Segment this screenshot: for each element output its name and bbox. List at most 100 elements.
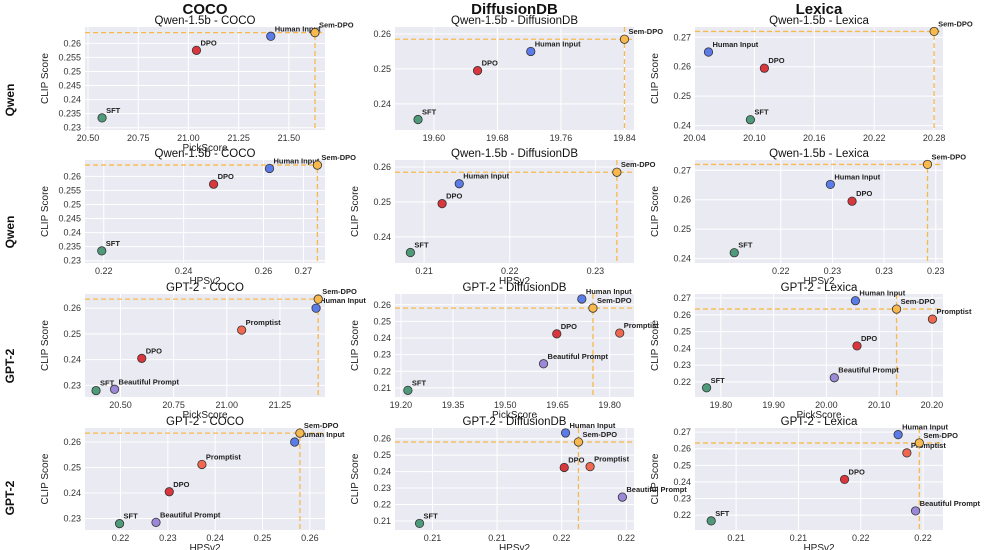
point-label-sft: SFT (715, 509, 730, 518)
panel-1: 20.50 20.75 21.00 21.25 21.50 0.23 0.235 0.24 0.… (40, 15, 354, 154)
point-sem-dpo (313, 294, 323, 304)
x-tick-label: 20.22 (863, 133, 886, 143)
point-label-beautiful-prompt: Beautiful Prompt (920, 499, 981, 508)
y-tick-label: 0.24 (63, 355, 81, 365)
column-header-coco: COCO (183, 1, 228, 18)
y-tick-label: 0.26 (63, 303, 81, 313)
x-tick-label: 0.22 (852, 533, 870, 543)
y-axis-label: CLIP Score (350, 453, 361, 504)
point-sft (97, 113, 107, 123)
point-sem-dpo (922, 159, 933, 170)
point-sem-dpo (573, 437, 584, 447)
y-tick-label: 0.24 (373, 467, 391, 477)
point-human-input (560, 428, 571, 438)
x-tick-label: 0.23 (159, 533, 177, 543)
x-tick-label: 21.00 (216, 400, 239, 410)
point-label-sft: SFT (412, 378, 427, 387)
y-tick-label: 0.24 (373, 99, 391, 109)
x-tick-label: 0.24 (175, 266, 193, 276)
row-label-qwen: Qwen (3, 216, 17, 249)
x-tick-label: 20.20 (921, 400, 944, 410)
x-tick-label: 21.00 (177, 133, 200, 143)
y-tick-label: 0.21 (373, 516, 391, 526)
x-tick-label: 19.50 (494, 400, 517, 410)
point-dpo (839, 474, 850, 485)
panel-9: 19.80 19.90 20.00 20.10 20.20 0.22 0.23 0.24 0.2… (650, 282, 972, 421)
point-dpo (759, 63, 769, 73)
plot-area (695, 27, 943, 130)
y-tick-label: 0.26 (673, 195, 691, 205)
x-tick-label: 0.22 (501, 266, 519, 276)
point-beautiful-prompt (538, 359, 549, 369)
y-tick-label: 0.24 (673, 121, 691, 131)
chart-title: GPT-2 - COCO (166, 282, 244, 294)
plot-area (85, 27, 325, 130)
x-tick-label: 20.10 (868, 400, 891, 410)
x-tick-label: 19.60 (423, 133, 446, 143)
y-tick-label: 0.25 (63, 463, 81, 473)
x-tick-label: 20.75 (162, 400, 185, 410)
point-label-dpo: DPO (200, 38, 216, 47)
point-sft (403, 385, 413, 395)
plot-area (395, 294, 634, 397)
x-tick-label: 0.27 (295, 266, 313, 276)
point-label-human-input: Human Input (320, 296, 366, 305)
row-label-qwen: Qwen (3, 84, 17, 117)
point-label-dpo: DPO (568, 455, 584, 464)
chart-title: Qwen-1.5b - COCO (155, 15, 256, 27)
point-label-beautiful-prompt: Beautiful Prompt (838, 366, 899, 375)
x-tick-label: 20.28 (923, 133, 946, 143)
point-label-sft: SFT (422, 108, 437, 117)
y-axis-label: CLIP Score (350, 186, 361, 237)
panel-3: 20.04 20.10 20.16 20.22 20.28 0.24 0.25 0.26 0.2… (650, 15, 973, 143)
y-tick-label: 0.22 (673, 510, 691, 520)
y-tick-label: 0.24 (373, 333, 391, 343)
point-sft (729, 248, 739, 258)
y-tick-label: 0.255 (58, 52, 81, 62)
y-tick-label: 0.24 (373, 232, 391, 242)
x-axis-label: HPSv2 (189, 543, 221, 550)
point-sem-dpo (929, 26, 939, 37)
x-axis-label: HPSv2 (189, 276, 221, 287)
point-label-sft: SFT (754, 108, 769, 117)
point-label-promptist: Promptist (206, 452, 242, 461)
x-tick-label: 0.21 (790, 533, 808, 543)
point-promptist (615, 328, 625, 338)
x-tick-label: 0.21 (424, 533, 442, 543)
y-tick-label: 0.26 (673, 310, 691, 320)
point-sem-dpo (891, 304, 902, 314)
point-sem-dpo (295, 428, 305, 438)
x-tick-label: 0.24 (206, 533, 224, 543)
point-sft (114, 519, 125, 529)
point-label-human-input: Human Input (275, 24, 321, 33)
panel-12: 0.21 0.21 0.22 0.22 0.22 0.23 0.24 0.25 0.26 0.27… (650, 416, 981, 550)
point-beautiful-prompt (617, 492, 627, 502)
x-tick-label: 19.65 (546, 400, 569, 410)
y-axis-label: CLIP Score (40, 53, 51, 104)
point-label-dpo: DPO (768, 56, 784, 65)
y-tick-label: 0.22 (373, 366, 391, 376)
panel-11: 0.21 0.21 0.22 0.22 0.21 0.22 0.23 0.24 0.25 0.26… (350, 416, 687, 550)
point-dpo (191, 45, 202, 55)
y-tick-label: 0.25 (673, 460, 691, 470)
point-dpo (559, 462, 569, 473)
y-tick-label: 0.26 (373, 300, 391, 310)
panel-7: 20.50 20.75 21.00 21.25 0.23 0.24 0.25 0.26 SFT B… (40, 282, 366, 421)
y-tick-label: 0.22 (373, 500, 391, 510)
point-label-dpo: DPO (849, 467, 865, 476)
point-label-sem-dpo: Sem-DPO (621, 160, 656, 169)
x-tick-label: 0.23 (587, 266, 605, 276)
y-axis-label: CLIP Score (40, 453, 51, 504)
y-tick-label: 0.255 (58, 185, 81, 195)
chart-title: Qwen-1.5b - DiffusionDB (451, 148, 578, 160)
point-label-promptist: Promptist (911, 441, 947, 450)
y-axis-label: CLIP Score (40, 320, 51, 371)
x-axis-label: PickScore (182, 143, 227, 154)
point-label-promptist: Promptist (246, 318, 282, 327)
point-label-dpo: DPO (146, 346, 162, 355)
x-axis-label: PickScore (182, 410, 227, 421)
point-beautiful-prompt (151, 517, 161, 527)
y-tick-label: 0.24 (63, 488, 81, 498)
point-label-sem-dpo: Sem-DPO (901, 297, 936, 306)
